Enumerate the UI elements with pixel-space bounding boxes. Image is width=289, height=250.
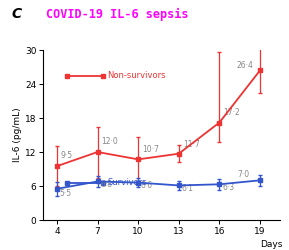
- Text: 6·1: 6·1: [181, 184, 193, 193]
- Text: C: C: [12, 8, 22, 22]
- Text: 6·6: 6·6: [141, 181, 153, 190]
- Text: 7·0: 7·0: [237, 170, 249, 179]
- Y-axis label: IL-6 (pg/mL): IL-6 (pg/mL): [13, 108, 22, 162]
- Text: Survivors: Survivors: [107, 178, 147, 187]
- Text: 5·5: 5·5: [60, 190, 72, 198]
- Text: 9·5: 9·5: [61, 151, 73, 160]
- Text: Non-survivors: Non-survivors: [107, 71, 166, 80]
- Text: 12·0: 12·0: [101, 137, 118, 146]
- Text: 11·7: 11·7: [183, 140, 200, 149]
- Text: 10·7: 10·7: [142, 145, 159, 154]
- Text: 6·8: 6·8: [100, 180, 112, 189]
- Text: COVID-19 IL-6 sepsis: COVID-19 IL-6 sepsis: [46, 8, 189, 20]
- Text: Days: Days: [260, 240, 283, 250]
- Text: 26·4: 26·4: [237, 61, 254, 70]
- Text: 6·3: 6·3: [222, 183, 234, 192]
- Text: 17·2: 17·2: [223, 108, 240, 117]
